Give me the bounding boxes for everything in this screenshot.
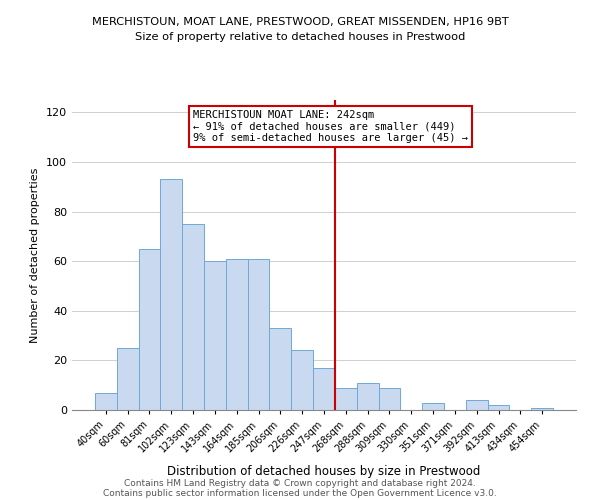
Bar: [466, 400, 488, 410]
Text: Contains HM Land Registry data © Crown copyright and database right 2024.: Contains HM Land Registry data © Crown c…: [124, 478, 476, 488]
Bar: [269, 328, 291, 410]
Bar: [204, 261, 226, 410]
Text: Contains public sector information licensed under the Open Government Licence v3: Contains public sector information licen…: [103, 488, 497, 498]
Bar: [139, 249, 160, 410]
Bar: [335, 388, 357, 410]
Bar: [313, 368, 335, 410]
Bar: [182, 224, 204, 410]
Bar: [226, 258, 248, 410]
X-axis label: Distribution of detached houses by size in Prestwood: Distribution of detached houses by size …: [167, 465, 481, 478]
Bar: [488, 405, 509, 410]
Bar: [95, 392, 117, 410]
Text: MERCHISTOUN MOAT LANE: 242sqm
← 91% of detached houses are smaller (449)
9% of s: MERCHISTOUN MOAT LANE: 242sqm ← 91% of d…: [193, 110, 468, 143]
Bar: [357, 382, 379, 410]
Y-axis label: Number of detached properties: Number of detached properties: [31, 168, 40, 342]
Text: Size of property relative to detached houses in Prestwood: Size of property relative to detached ho…: [135, 32, 465, 42]
Bar: [291, 350, 313, 410]
Bar: [248, 258, 269, 410]
Bar: [422, 402, 444, 410]
Bar: [117, 348, 139, 410]
Text: MERCHISTOUN, MOAT LANE, PRESTWOOD, GREAT MISSENDEN, HP16 9BT: MERCHISTOUN, MOAT LANE, PRESTWOOD, GREAT…: [92, 18, 508, 28]
Bar: [379, 388, 400, 410]
Bar: [531, 408, 553, 410]
Bar: [160, 180, 182, 410]
